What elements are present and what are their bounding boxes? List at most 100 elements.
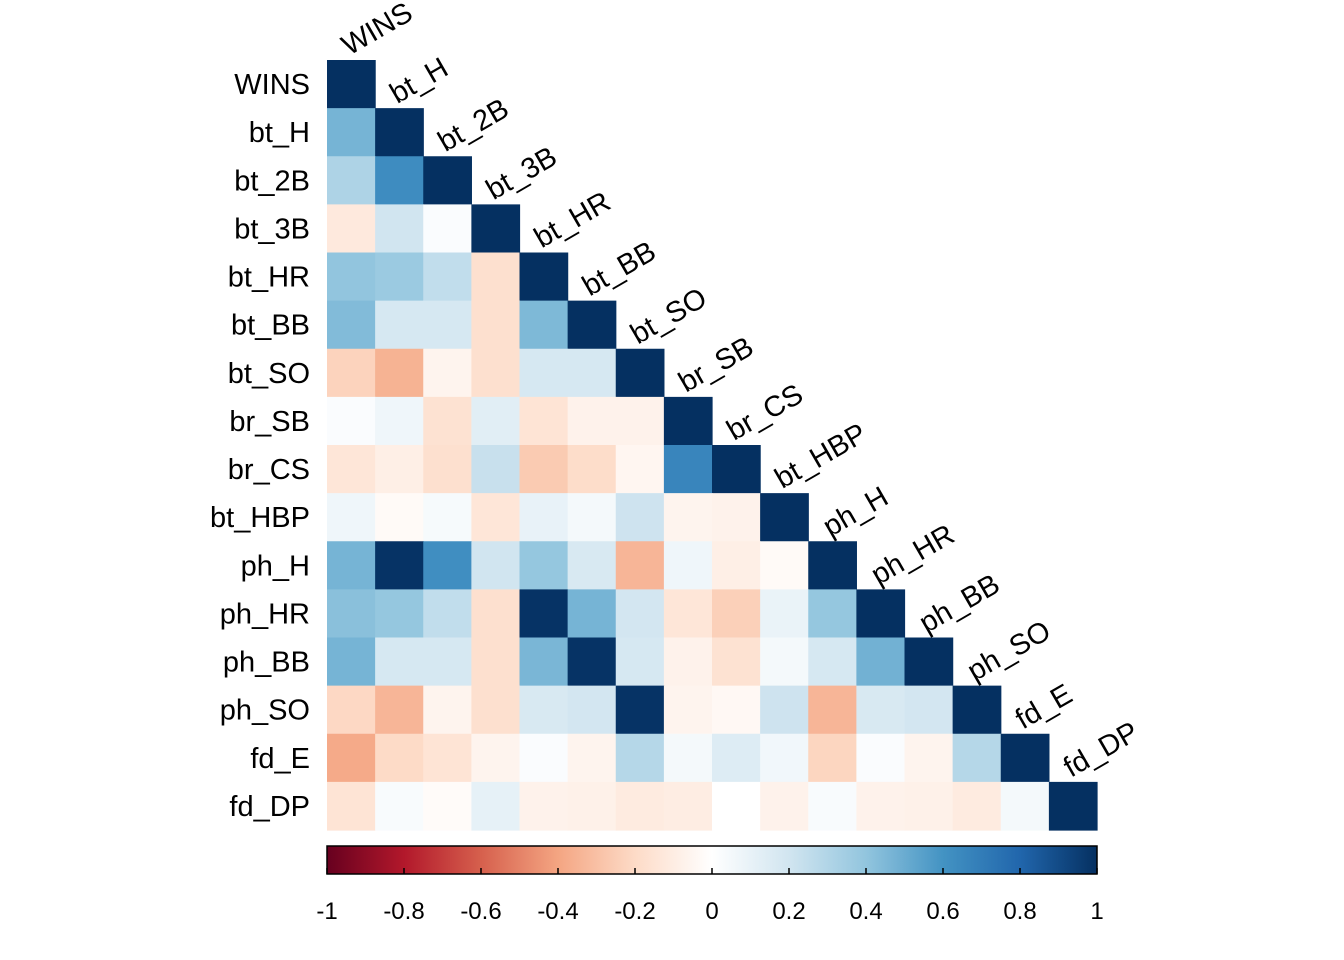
cell-ph_SO-bt_BB xyxy=(567,685,617,735)
row-label-bt_HBP: bt_HBP xyxy=(210,502,310,534)
column-label-fd_DP: fd_DP xyxy=(1058,716,1144,784)
cell-ph_BB-bt_BB xyxy=(567,637,617,687)
colorbar-tick-label: 0.8 xyxy=(1003,898,1036,925)
cell-ph_SO-WINS xyxy=(327,685,376,735)
cell-fd_E-br_CS xyxy=(712,733,761,783)
cell-fd_E-bt_SO xyxy=(615,733,665,783)
cell-bt_BB-bt_BB xyxy=(567,300,617,350)
cell-ph_SO-bt_SO xyxy=(615,685,665,735)
cell-fd_DP-ph_H xyxy=(808,781,857,831)
cell-bt_HR-bt_3B xyxy=(471,252,521,302)
row-label-ph_HR: ph_HR xyxy=(220,598,310,630)
cell-br_CS-bt_BB xyxy=(567,445,617,494)
cell-ph_BB-ph_H xyxy=(808,637,857,687)
heatmap-cells xyxy=(327,60,1098,831)
cell-bt_BB-bt_H xyxy=(375,300,424,350)
row-label-ph_SO: ph_SO xyxy=(220,695,310,727)
cell-fd_DP-fd_DP xyxy=(1048,781,1098,831)
column-label-bt_BB: bt_BB xyxy=(577,235,661,302)
cell-bt_HBP-br_SB xyxy=(663,493,713,542)
cell-ph_H-WINS xyxy=(327,541,376,590)
cell-ph_SO-bt_2B xyxy=(423,685,472,735)
cell-ph_SO-ph_SO xyxy=(952,685,1002,735)
row-label-fd_E: fd_E xyxy=(250,743,310,775)
cell-br_CS-bt_2B xyxy=(423,445,472,494)
colorbar-tick-label: -0.2 xyxy=(614,898,655,925)
cell-bt_BB-bt_HR xyxy=(519,300,569,350)
cell-fd_DP-fd_E xyxy=(1000,781,1050,831)
cell-fd_E-bt_HBP xyxy=(760,733,809,783)
cell-ph_H-bt_BB xyxy=(567,541,617,590)
cell-fd_DP-ph_SO xyxy=(952,781,1002,831)
column-label-ph_H: ph_H xyxy=(818,481,894,543)
cell-br_CS-WINS xyxy=(327,445,376,494)
cell-fd_DP-br_CS xyxy=(712,781,761,831)
cell-ph_BB-WINS xyxy=(327,637,376,687)
cell-fd_DP-WINS xyxy=(327,781,376,831)
cell-ph_SO-ph_HR xyxy=(856,685,906,735)
cell-ph_HR-bt_HBP xyxy=(760,589,809,639)
cell-fd_E-bt_BB xyxy=(567,733,617,783)
cell-fd_E-bt_H xyxy=(375,733,424,783)
cell-fd_E-ph_H xyxy=(808,733,857,783)
column-label-bt_HR: bt_HR xyxy=(529,186,616,255)
cell-bt_HBP-bt_SO xyxy=(615,493,665,542)
cell-ph_H-bt_SO xyxy=(615,541,665,590)
cell-ph_HR-bt_H xyxy=(375,589,424,639)
cell-bt_HBP-bt_HR xyxy=(519,493,569,542)
row-label-fd_DP: fd_DP xyxy=(229,791,310,823)
cell-ph_BB-bt_3B xyxy=(471,637,521,687)
row-label-bt_2B: bt_2B xyxy=(234,165,310,197)
cell-fd_DP-bt_SO xyxy=(615,781,665,831)
cell-bt_HBP-bt_3B xyxy=(471,493,521,542)
cell-ph_H-ph_H xyxy=(808,541,857,590)
cell-ph_SO-br_SB xyxy=(663,685,713,735)
cell-bt_3B-WINS xyxy=(327,204,376,254)
cell-bt_H-bt_H xyxy=(375,108,424,157)
cell-br_CS-bt_H xyxy=(375,445,424,494)
cell-bt_H-WINS xyxy=(327,108,376,157)
cell-br_CS-br_SB xyxy=(663,445,713,494)
cell-ph_HR-bt_3B xyxy=(471,589,521,639)
cell-bt_HBP-br_CS xyxy=(712,493,761,542)
colorbar-tick-label: -1 xyxy=(316,898,337,925)
cell-ph_HR-bt_SO xyxy=(615,589,665,639)
colorbar-tick-label: 0.4 xyxy=(849,898,882,925)
column-label-bt_2B: bt_2B xyxy=(433,93,515,159)
cell-bt_SO-WINS xyxy=(327,348,376,398)
cell-ph_BB-br_CS xyxy=(712,637,761,687)
row-label-bt_HR: bt_HR xyxy=(228,262,310,294)
cell-bt_SO-bt_2B xyxy=(423,348,472,398)
cell-fd_E-bt_3B xyxy=(471,733,521,783)
column-label-ph_BB: ph_BB xyxy=(914,568,1005,639)
row-label-ph_BB: ph_BB xyxy=(223,647,310,679)
cell-fd_DP-ph_HR xyxy=(856,781,906,831)
cell-bt_HBP-WINS xyxy=(327,493,376,542)
cell-fd_E-ph_HR xyxy=(856,733,906,783)
cell-fd_DP-bt_BB xyxy=(567,781,617,831)
row-label-bt_3B: bt_3B xyxy=(234,213,310,245)
cell-fd_DP-br_SB xyxy=(663,781,713,831)
cell-ph_SO-br_CS xyxy=(712,685,761,735)
cell-bt_3B-bt_2B xyxy=(423,204,472,254)
row-label-bt_H: bt_H xyxy=(249,117,310,149)
cell-ph_BB-bt_HBP xyxy=(760,637,809,687)
cell-bt_2B-WINS xyxy=(327,156,376,205)
cell-ph_SO-ph_BB xyxy=(904,685,954,735)
colorbar-tick-label: -0.4 xyxy=(537,898,578,925)
cell-ph_BB-bt_SO xyxy=(615,637,665,687)
cell-fd_DP-bt_3B xyxy=(471,781,521,831)
colorbar-tick-label: 0.6 xyxy=(926,898,959,925)
cell-bt_BB-bt_2B xyxy=(423,300,472,350)
colorbar-tick-label: -0.8 xyxy=(383,898,424,925)
cell-br_SB-bt_HR xyxy=(519,396,569,446)
cell-ph_HR-bt_HR xyxy=(519,589,569,639)
cell-br_SB-WINS xyxy=(327,396,376,446)
colorbar-tick-label: 0.2 xyxy=(772,898,805,925)
cell-ph_BB-bt_HR xyxy=(519,637,569,687)
column-label-fd_E: fd_E xyxy=(1010,678,1078,736)
cell-ph_H-br_CS xyxy=(712,541,761,590)
column-label-bt_3B: bt_3B xyxy=(481,141,563,207)
row-label-bt_BB: bt_BB xyxy=(231,310,310,342)
